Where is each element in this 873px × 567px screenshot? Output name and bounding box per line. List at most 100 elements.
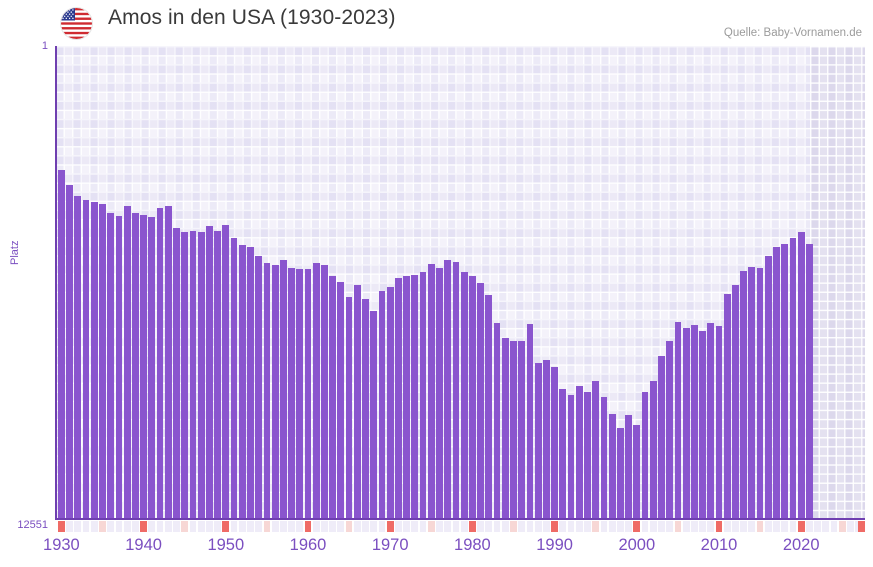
x-axis-tick-marker <box>214 521 221 532</box>
bar <box>666 341 674 519</box>
x-axis-tick-marker <box>526 521 534 532</box>
x-axis-tick-label: 1960 <box>289 536 327 554</box>
bar <box>575 386 583 519</box>
bar <box>551 367 558 519</box>
bar <box>164 206 172 519</box>
x-axis-tick-marker <box>682 521 690 532</box>
bar <box>493 323 501 519</box>
x-axis-tick-marker <box>386 521 394 532</box>
x-axis-tick-marker <box>789 521 797 532</box>
bar <box>321 265 328 519</box>
x-axis-tick-marker <box>567 521 575 532</box>
x-axis-tick-marker <box>830 521 838 532</box>
bar <box>230 238 238 519</box>
x-axis-tick-marker <box>797 521 805 532</box>
x-axis-tick-label: 1990 <box>536 536 573 554</box>
bar <box>756 268 764 519</box>
bar <box>781 244 789 519</box>
x-axis-tick-marker <box>337 521 345 532</box>
x-axis-tick-marker <box>806 521 813 532</box>
x-axis-tick-marker <box>296 521 304 532</box>
x-axis-tick-label: 1930 <box>43 536 80 554</box>
x-axis-tick-marker <box>164 521 172 532</box>
x-axis-tick-marker <box>838 521 846 532</box>
bar <box>534 363 542 519</box>
x-axis-tick-marker <box>362 521 369 532</box>
bar-series <box>55 46 865 519</box>
x-axis-tick-marker <box>427 521 435 532</box>
x-axis-tick-marker <box>378 521 386 532</box>
x-axis-tick-marker <box>858 521 865 532</box>
bar <box>140 215 147 519</box>
bar <box>312 263 320 519</box>
bar <box>238 245 246 519</box>
bar <box>58 170 65 519</box>
bar <box>247 247 254 519</box>
x-axis-tick-marker <box>493 521 501 532</box>
x-axis-tick-marker <box>699 521 706 532</box>
bar <box>625 415 632 519</box>
x-axis-tick-marker <box>403 521 411 532</box>
x-axis-tick-marker <box>847 521 854 532</box>
bar <box>107 213 115 519</box>
x-axis-tick-marker <box>740 521 748 532</box>
bar <box>460 272 468 519</box>
page-title: Amos in den USA (1930-2023) <box>108 6 396 29</box>
x-axis-tick-marker <box>444 521 452 532</box>
x-axis-tick-marker <box>156 521 164 532</box>
bar <box>74 196 82 519</box>
bar <box>699 331 706 519</box>
x-axis-tick-marker <box>123 521 131 532</box>
x-axis-tick-marker <box>271 521 279 532</box>
bar <box>131 213 139 519</box>
x-axis-tick-marker <box>205 521 213 532</box>
x-axis-tick-marker <box>107 521 115 532</box>
x-axis-tick-label: 1950 <box>207 536 245 554</box>
x-axis-tick-marker <box>814 521 822 532</box>
x-axis-tick-marker <box>222 521 230 532</box>
chart-plot-area <box>55 46 865 519</box>
bar <box>214 231 221 519</box>
x-axis-tick-marker <box>649 521 657 532</box>
x-axis-tick-marker <box>148 521 156 532</box>
x-axis-tick-marker <box>189 521 197 532</box>
bar <box>789 238 797 519</box>
x-axis-tick-marker <box>625 521 632 532</box>
bar <box>411 275 419 519</box>
us-flag-icon <box>61 8 92 39</box>
x-axis-tick-marker <box>600 521 608 532</box>
x-axis-tick-marker <box>115 521 123 532</box>
source-attribution: Quelle: Baby-Vornamen.de <box>723 27 862 39</box>
x-axis-tick-marker <box>140 521 147 532</box>
x-axis-tick-marker <box>608 521 616 532</box>
x-axis-tick-marker <box>452 521 460 532</box>
x-axis-tick-marker <box>469 521 476 532</box>
bar <box>82 200 90 519</box>
bar <box>740 271 748 519</box>
y-axis-title: Platz <box>9 240 21 265</box>
x-axis-tick-marker <box>82 521 90 532</box>
x-axis-tick-marker <box>345 521 353 532</box>
bar <box>197 232 205 519</box>
bar <box>715 326 723 519</box>
bar <box>567 395 575 519</box>
x-axis-tick-marker <box>707 521 715 532</box>
bar <box>66 185 74 519</box>
bar <box>99 204 106 519</box>
x-axis-tick-marker <box>584 521 591 532</box>
bar <box>263 263 271 519</box>
x-axis-tick-marker <box>575 521 583 532</box>
bar <box>255 256 263 519</box>
bar <box>764 256 772 519</box>
x-axis-tick-marker <box>559 521 567 532</box>
bar <box>378 291 386 519</box>
x-axis-tick-marker <box>66 521 74 532</box>
bar <box>501 338 509 519</box>
bar <box>477 283 485 519</box>
x-axis-tick-marker <box>247 521 254 532</box>
x-axis-tick-marker <box>756 521 764 532</box>
x-axis-tick-marker <box>74 521 82 532</box>
bar <box>526 324 534 519</box>
x-axis-tick-marker <box>633 521 641 532</box>
x-axis-tick-marker <box>592 521 600 532</box>
